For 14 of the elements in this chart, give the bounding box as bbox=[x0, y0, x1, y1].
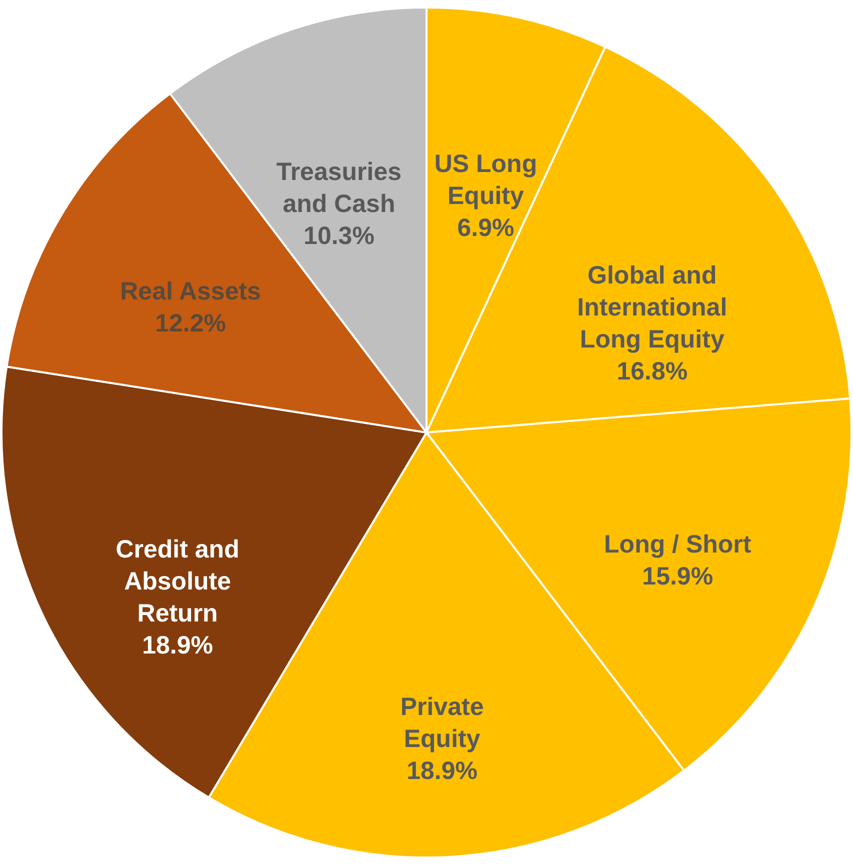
slice-label: Long / Short bbox=[604, 530, 752, 559]
data-label: 12.2% bbox=[155, 309, 226, 338]
slice-label: Real Assets bbox=[120, 277, 261, 306]
slice-label: Treasuries and Cash bbox=[276, 158, 402, 218]
slice-label: US Long Equity bbox=[434, 150, 538, 210]
data-label: 6.9% bbox=[457, 214, 514, 242]
slice-label: Global and International Long Equity bbox=[577, 261, 728, 354]
data-label: 10.3% bbox=[304, 222, 374, 250]
data-label: 15.9% bbox=[642, 562, 714, 591]
data-label: 16.8% bbox=[616, 357, 688, 386]
data-label: 18.9% bbox=[406, 757, 478, 786]
slice-label: Credit and Absolute Return bbox=[116, 535, 240, 628]
slice-label: Private Equity bbox=[400, 693, 484, 754]
data-label: 18.9% bbox=[142, 631, 213, 660]
